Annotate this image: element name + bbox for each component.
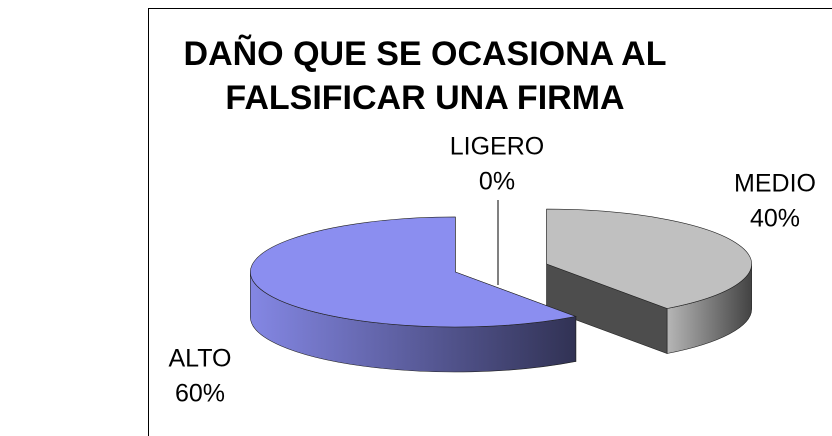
- slice-label: MEDIO: [734, 170, 816, 198]
- chart-title: DAÑO QUE SE OCASIONA AL: [184, 35, 667, 73]
- slice-label: LIGERO: [450, 133, 544, 161]
- pie-slice: [546, 208, 752, 309]
- slice-label: ALTO: [169, 345, 232, 373]
- slice-value-label: 40%: [750, 205, 800, 233]
- slice-value-label: 60%: [175, 380, 225, 408]
- slice-value-label: 0%: [479, 168, 515, 196]
- chart-title: FALSIFICAR UNA FIRMA: [225, 79, 624, 117]
- pie-slice: [250, 216, 577, 328]
